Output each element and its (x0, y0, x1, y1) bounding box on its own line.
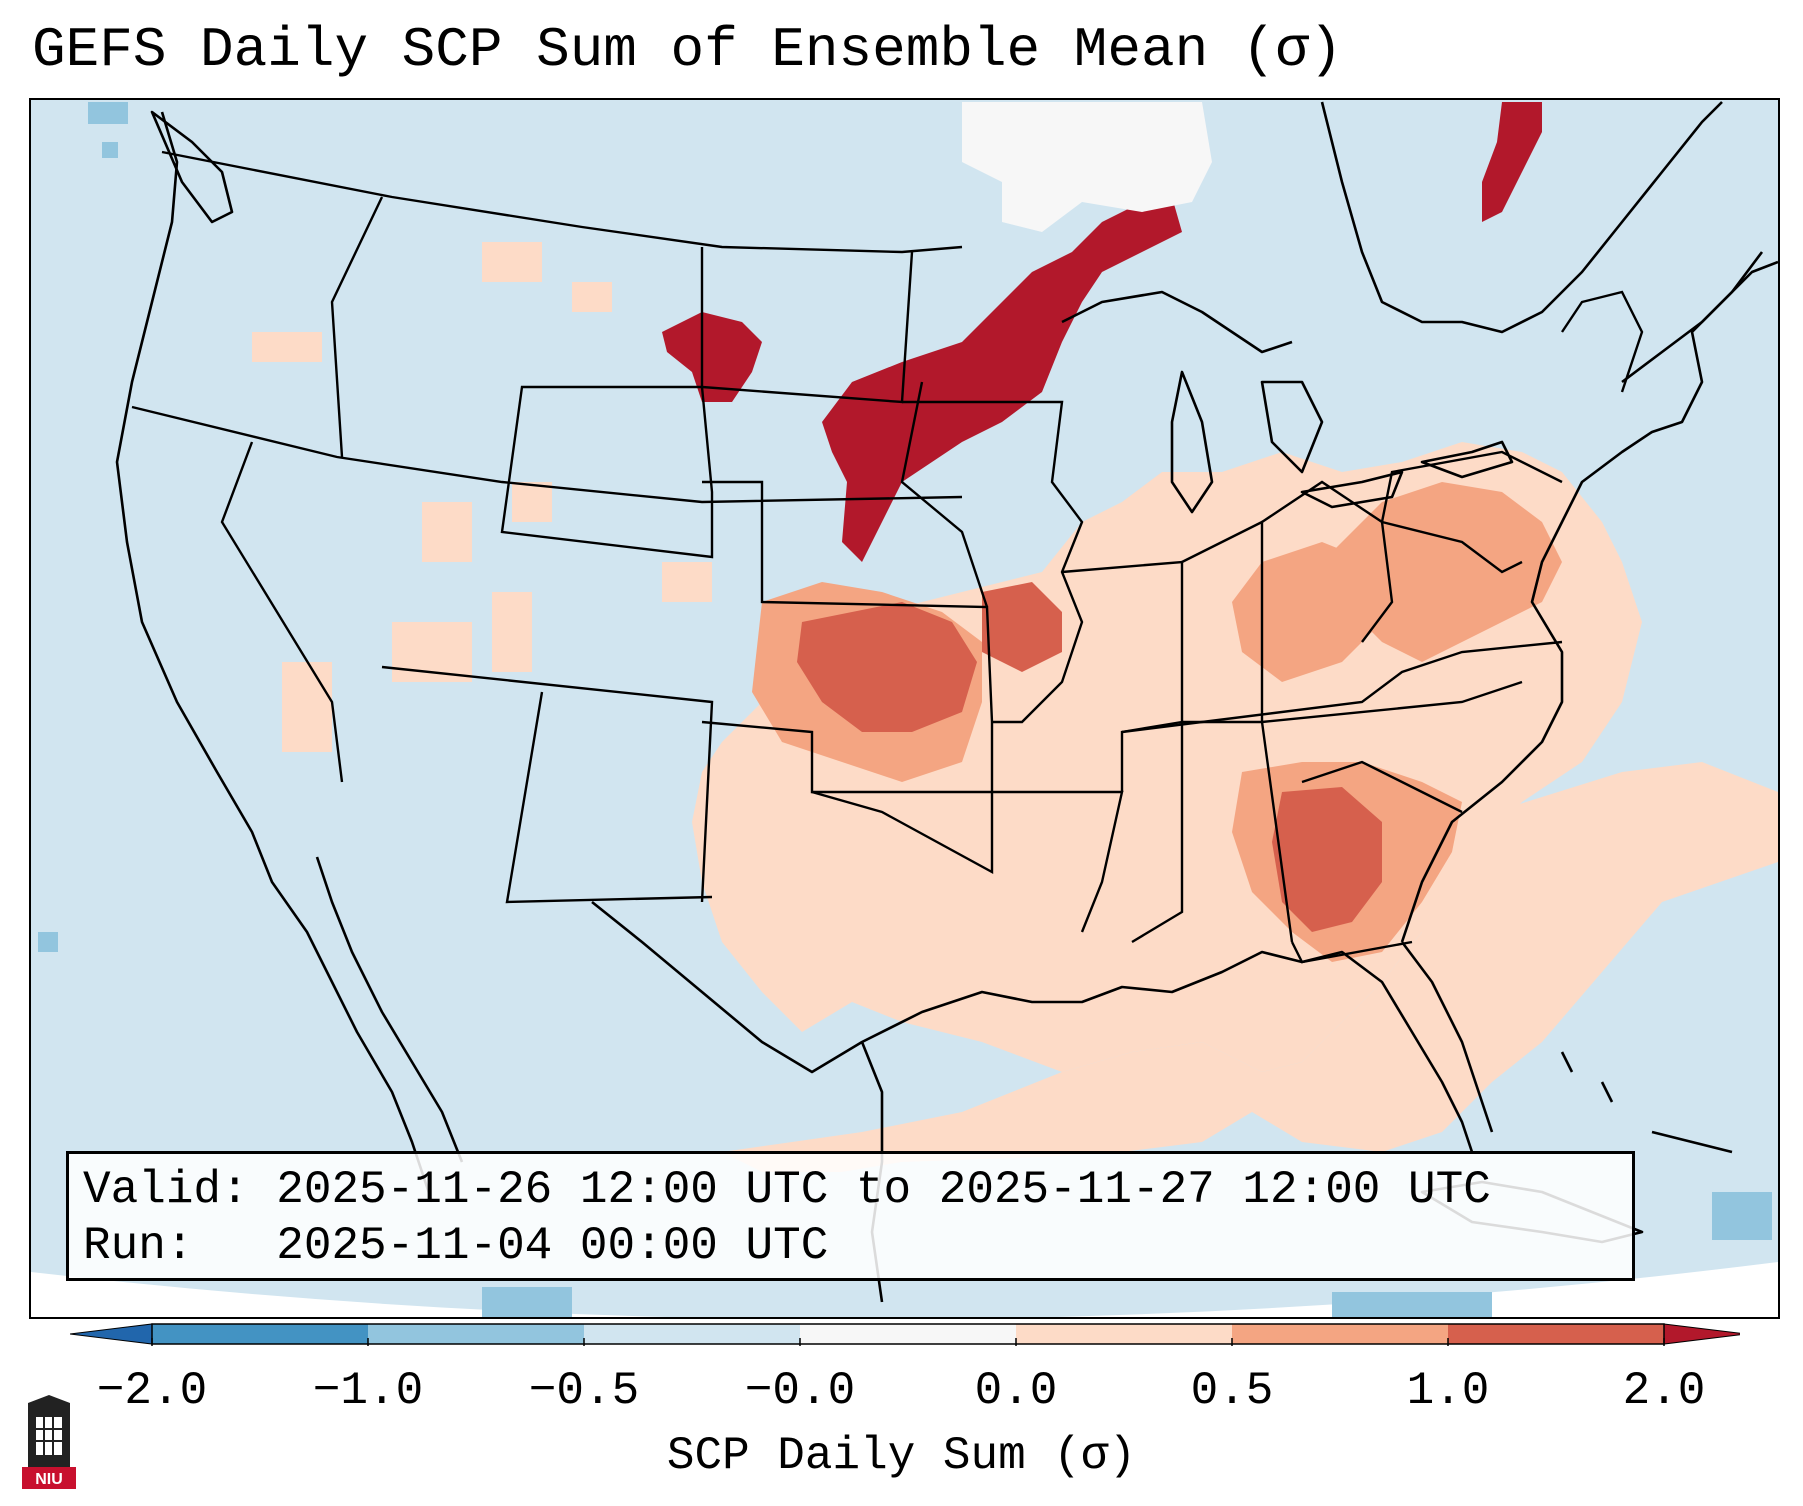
colorbar-tick-2: −0.5 (528, 1365, 640, 1417)
colorbar-tick-7: 2.0 (1622, 1365, 1706, 1417)
colorbar-tick-4: 0.0 (974, 1365, 1058, 1417)
colorbar-tick-6: 1.0 (1406, 1365, 1490, 1417)
field-strong-positive-missouri (982, 582, 1062, 672)
colorbar-label: SCP Daily Sum (σ) (666, 1430, 1137, 1482)
colorbar-bin (152, 1324, 368, 1344)
field-gulf-atlantic (722, 762, 1778, 1172)
colorbar-bin (1016, 1324, 1232, 1344)
field-extreme-montana-dakota (662, 312, 762, 402)
state-lines (131, 150, 1644, 964)
map-title: GEFS Daily SCP Sum of Ensemble Mean (σ) (32, 18, 1343, 82)
colorbar-outline (151, 1323, 1665, 1345)
field-medium-positive-ohio (1232, 542, 1382, 682)
colorbar-bin (800, 1324, 1016, 1344)
valid-time-text: Valid: 2025-11-26 12:00 UTC to 2025-11-2… (83, 1164, 1491, 1216)
colorbar-bin (584, 1324, 800, 1344)
colorbar-tick-5: 0.5 (1190, 1365, 1274, 1417)
map-canvas (31, 100, 1778, 1317)
field-extreme-hudson (1482, 102, 1542, 222)
niu-logo: NIU (22, 1395, 76, 1489)
map-panel (29, 98, 1780, 1319)
projection-edge (31, 1262, 1778, 1317)
colorbar-bin (1232, 1324, 1448, 1344)
colorbar-extend-low (70, 1323, 153, 1345)
colorbar-tick-0: −2.0 (96, 1365, 208, 1417)
colorbar-bin (368, 1324, 584, 1344)
colorbar-tick-1: −1.0 (312, 1365, 424, 1417)
logo-text: NIU (35, 1471, 63, 1488)
colorbar-extend-high (1663, 1323, 1740, 1345)
field-near-zero-ontario (962, 102, 1212, 232)
valid-run-info-box: Valid: 2025-11-26 12:00 UTC to 2025-11-2… (66, 1151, 1635, 1281)
field-strong-positive-plains (797, 602, 977, 732)
run-time-text: Run: 2025-11-04 00:00 UTC (83, 1220, 829, 1272)
field-strong-positive-georgia (1272, 787, 1382, 932)
colorbar-tick-3: −0.0 (744, 1365, 856, 1417)
colorbar (70, 1323, 1740, 1346)
boundaries (115, 101, 1778, 1303)
colorbar-bin (1448, 1324, 1664, 1344)
field-extreme-upper-midwest (822, 197, 1182, 562)
field-speckles-west (252, 242, 712, 752)
field-negative-patches (38, 102, 1772, 1317)
